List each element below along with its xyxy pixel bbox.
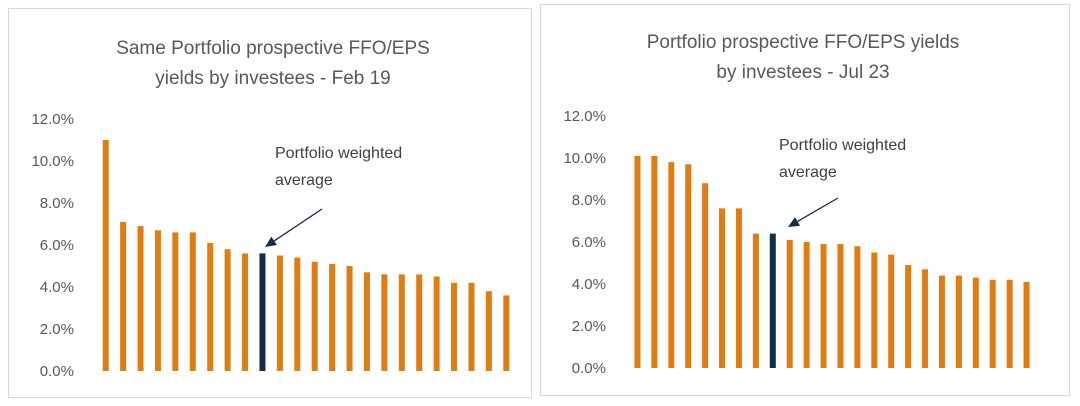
y-tick-label: 0.0% [572, 360, 606, 377]
bar [416, 274, 423, 371]
y-tick-label: 6.0% [40, 237, 74, 254]
bar [1023, 281, 1030, 368]
y-tick-label: 10.0% [563, 150, 606, 167]
y-tick-label: 2.0% [572, 318, 606, 335]
bar [154, 230, 161, 371]
annotation-arrowhead [265, 236, 277, 247]
bar [137, 226, 144, 371]
annotation-text-line-1: Portfolio weighted [275, 145, 402, 162]
bar [294, 257, 301, 371]
bar [837, 244, 844, 368]
bar [685, 164, 692, 368]
bar [503, 295, 510, 371]
bar [172, 232, 179, 371]
bar [735, 208, 742, 368]
bar [120, 221, 127, 371]
bar [854, 246, 861, 368]
bar-weighted-average [769, 233, 776, 368]
bar [955, 275, 962, 368]
bar [224, 249, 231, 371]
chart-title-line-2: yields by investees - Feb 19 [155, 68, 391, 89]
bar [938, 275, 945, 368]
chart-panel-jul23: Portfolio prospective FFO/EPS yields by … [540, 4, 1070, 396]
chart-feb19: Same Portfolio prospective FFO/EPS yield… [31, 38, 510, 380]
chart-jul23: Portfolio prospective FFO/EPS yields by … [563, 32, 1030, 377]
y-tick-label: 4.0% [40, 279, 74, 296]
bar [451, 282, 458, 371]
bar [651, 155, 658, 368]
bar [485, 291, 492, 371]
bar [905, 265, 912, 368]
bar [363, 272, 370, 371]
bar [207, 242, 214, 371]
y-tick-label: 8.0% [40, 195, 74, 212]
chart-title-line-1: Same Portfolio prospective FFO/EPS [116, 38, 430, 59]
annotation-arrow [273, 208, 323, 242]
annotation-text-line-2: average [779, 164, 837, 181]
bar [102, 140, 109, 371]
bar-series [102, 140, 510, 371]
annotation-text-line-2: average [275, 172, 333, 189]
bar [468, 282, 475, 371]
chart-title-line-1: Portfolio prospective FFO/EPS yields [647, 32, 960, 53]
annotation-arrow [797, 197, 839, 223]
bar [398, 274, 405, 371]
bar [820, 244, 827, 368]
y-tick-label: 4.0% [572, 276, 606, 293]
bar [329, 263, 336, 371]
bar [381, 274, 388, 371]
bar [1006, 279, 1013, 368]
chart-title-line-2: by investees - Jul 23 [716, 62, 889, 83]
bar-weighted-average [259, 253, 266, 371]
bar [719, 208, 726, 368]
bar [786, 239, 793, 368]
annotation-text-line-1: Portfolio weighted [779, 137, 906, 154]
y-tick-label: 12.0% [563, 108, 606, 125]
y-tick-label: 2.0% [40, 321, 74, 338]
bar [189, 232, 196, 371]
bar [242, 253, 249, 371]
bar-series [634, 155, 1030, 368]
bar [346, 266, 353, 371]
bar [433, 276, 440, 371]
bar [752, 233, 759, 368]
bar [276, 255, 283, 371]
bar [668, 162, 675, 368]
bar [888, 254, 895, 368]
annotation-arrowhead [788, 217, 801, 227]
bar [871, 252, 878, 368]
y-tick-label: 10.0% [31, 153, 74, 170]
y-tick-label: 6.0% [572, 234, 606, 251]
bar [922, 269, 929, 368]
bar [311, 261, 318, 371]
chart-panel-feb19: Same Portfolio prospective FFO/EPS yield… [8, 8, 532, 398]
y-tick-label: 8.0% [572, 192, 606, 209]
y-tick-label: 12.0% [31, 111, 74, 128]
bar [972, 277, 979, 368]
bar [702, 183, 709, 368]
bar [634, 155, 641, 368]
y-tick-label: 0.0% [40, 363, 74, 380]
bar [989, 279, 996, 368]
bar [803, 242, 810, 368]
